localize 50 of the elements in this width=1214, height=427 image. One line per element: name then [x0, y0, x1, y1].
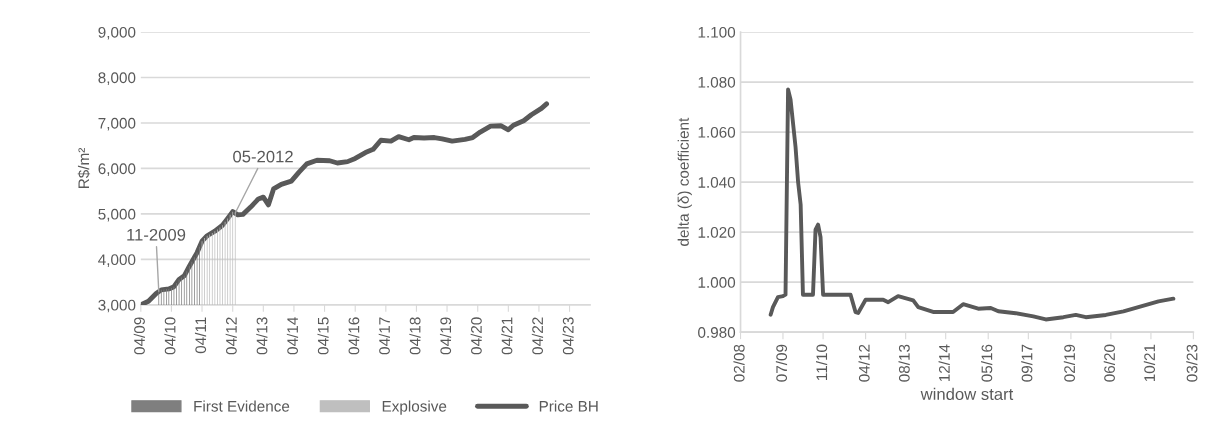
x-tick-label: 04/11: [194, 317, 207, 354]
x-tick-label: 04/23: [562, 317, 574, 355]
y-tick-label: 8,000: [98, 72, 136, 85]
line-series: [768, 87, 1176, 322]
x-tick-label: 04/10: [164, 317, 176, 355]
x-tick-label: 04/15: [317, 317, 329, 355]
annotation: 05-2012: [233, 150, 293, 163]
x-tick-label: 04/12: [858, 344, 870, 382]
annotation: 11-2009: [127, 228, 186, 241]
y-tick-label: 4,000: [98, 254, 136, 267]
x-tick-label: 04/16: [348, 317, 360, 355]
y-tick-label: 1.040: [698, 176, 736, 188]
x-tick-label: 04/17: [378, 317, 390, 355]
x-tick-label: 04/14: [286, 317, 299, 355]
x-tick-label: 08/13: [898, 344, 910, 382]
x-tick-label: 04/09: [133, 317, 145, 355]
x-tick-label: 03/23: [1186, 344, 1198, 382]
y-tick-label: 1.100: [698, 26, 736, 38]
legend-label: Explosive: [382, 400, 447, 415]
x-tick-label: 06/20: [1103, 344, 1115, 382]
legend-label: Price BH: [539, 400, 598, 412]
x-tick-label: 04/22: [531, 317, 544, 355]
x-tick-label: 07/09: [775, 344, 788, 382]
y-axis-title: delta (δ) coefficient: [677, 117, 692, 246]
y-tick-label: 9,000: [98, 26, 136, 40]
y-tick-label: 1.000: [698, 277, 736, 288]
x-tick-label: 04/18: [409, 317, 421, 355]
y-tick-label: 0.980: [698, 327, 736, 338]
x-tick-label: 11/10: [815, 344, 828, 380]
x-tick-label: 05/16: [981, 344, 993, 382]
y-tick-label: 3,000: [98, 299, 136, 313]
y-tick-label: 1.080: [698, 76, 736, 88]
legend-label: First Evidence: [194, 400, 290, 412]
y-tick-label: 6,000: [98, 163, 136, 176]
x-tick-label: 04/19: [439, 317, 452, 355]
x-tick-label: 04/21: [501, 317, 513, 355]
x-tick-label: 12/14: [938, 344, 950, 382]
x-axis-title: window start: [920, 387, 1014, 401]
x-tick-label: 04/13: [256, 317, 268, 355]
y-axis-title: R$/m²: [77, 147, 91, 188]
y-tick-label: 5,000: [98, 208, 136, 222]
y-tick-label: 1.060: [698, 126, 736, 138]
x-tick-label: 02/08: [733, 344, 745, 382]
x-tick-label: 09/17: [1021, 344, 1033, 382]
y-tick-label: 7,000: [98, 117, 136, 131]
x-tick-label: 04/12: [225, 317, 237, 355]
x-tick-label: 02/19: [1063, 344, 1076, 382]
x-tick-label: 04/20: [470, 317, 482, 355]
y-tick-label: 1.020: [698, 227, 736, 238]
x-tick-label: 10/21: [1143, 344, 1156, 382]
